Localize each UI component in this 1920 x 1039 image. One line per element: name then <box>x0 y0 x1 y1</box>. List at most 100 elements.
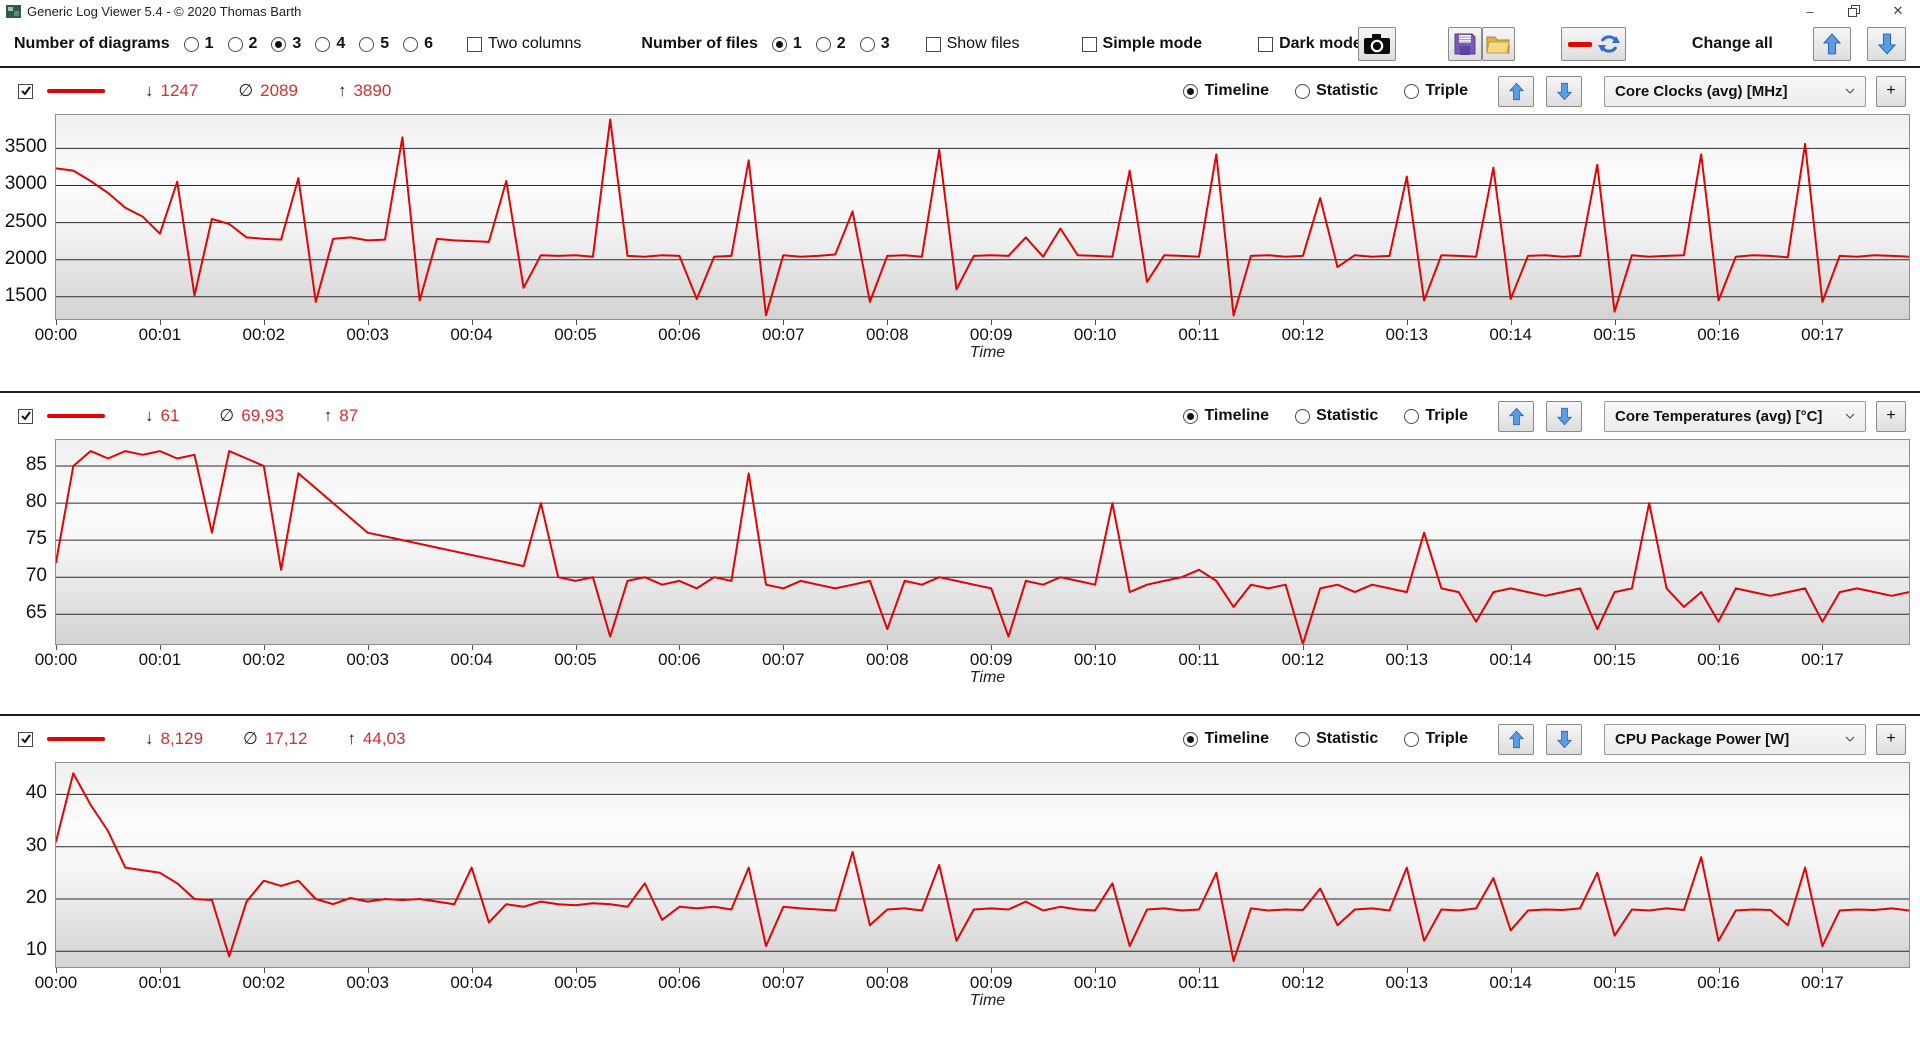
x-tick-mark <box>159 320 161 325</box>
min-arrow-icon: ↓ <box>145 81 154 100</box>
plot-area[interactable] <box>55 114 1910 320</box>
view-radio-triple[interactable]: Triple <box>1404 407 1468 425</box>
x-tick-mark <box>1510 968 1512 973</box>
x-tick-label: 00:09 <box>969 973 1013 992</box>
diagrams-radio-5[interactable]: 5 <box>359 35 389 53</box>
chevron-down-icon <box>1845 413 1855 419</box>
view-radio-triple[interactable]: Triple <box>1404 82 1468 100</box>
dark-mode-checkbox[interactable]: Dark mode <box>1258 35 1362 53</box>
x-tick-mark <box>367 968 369 973</box>
y-axis-labels: 65 70 75 80 85 <box>0 439 55 645</box>
move-down-button[interactable] <box>1546 400 1582 432</box>
files-radio-1[interactable]: 1 <box>771 35 802 53</box>
x-tick-mark <box>471 645 473 650</box>
x-tick-label: 00:09 <box>969 325 1013 344</box>
x-tick-mark <box>56 968 57 973</box>
move-up-button[interactable] <box>1498 723 1534 755</box>
x-tick-label: 00:14 <box>1489 650 1532 669</box>
series-visible-checkbox[interactable] <box>18 731 33 747</box>
x-tick-label: 00:08 <box>866 973 909 992</box>
diagrams-radio-6[interactable]: 6 <box>403 35 433 53</box>
plot-area[interactable] <box>55 439 1910 645</box>
x-tick-mark <box>1614 645 1616 650</box>
x-tick-label: 00:15 <box>1593 973 1636 992</box>
metric-select[interactable]: Core Temperatures (avg) [°C] <box>1604 400 1866 432</box>
open-folder-button[interactable] <box>1481 27 1516 61</box>
change-all-up-button[interactable] <box>1812 27 1852 61</box>
close-button[interactable]: ✕ <box>1892 3 1904 18</box>
x-tick-label: 00:08 <box>866 650 909 669</box>
diagrams-radio-1[interactable]: 1 <box>183 35 214 53</box>
x-tick-label: 00:00 <box>34 325 78 344</box>
x-tick-mark <box>1199 968 1200 973</box>
add-series-button[interactable]: + <box>1876 723 1906 755</box>
minimize-button[interactable]: – <box>1806 3 1814 19</box>
x-tick-mark <box>575 968 577 973</box>
view-radio-statistic[interactable]: Statistic <box>1295 82 1378 100</box>
x-tick-mark <box>991 320 993 325</box>
series-visible-checkbox[interactable] <box>18 408 33 424</box>
metric-select[interactable]: CPU Package Power [W] <box>1604 723 1866 755</box>
x-axis-labels: 00:00 00:01 00:02 00:03 00:04 00:05 00:06 00:07… <box>0 645 1920 669</box>
metric-select[interactable]: Core Clocks (avg) [MHz] <box>1604 75 1866 107</box>
files-radio-3[interactable]: 3 <box>859 35 890 53</box>
view-radio-triple[interactable]: Triple <box>1404 730 1468 748</box>
avg-symbol-icon: ∅ <box>243 729 258 748</box>
save-button[interactable] <box>1448 27 1482 61</box>
plot-area[interactable] <box>55 762 1910 968</box>
x-tick-mark <box>263 645 265 650</box>
change-all-down-button[interactable] <box>1867 27 1907 61</box>
x-tick-mark <box>1199 320 1200 325</box>
x-tick-mark <box>1718 320 1720 325</box>
diagram-panel-core-clocks: ↓ 1247 ∅ 2089 ↑ 3890 Timeline Statistic Tri… <box>0 68 1920 391</box>
view-radio-timeline[interactable]: Timeline <box>1183 82 1269 100</box>
x-tick-label: 00:17 <box>1801 325 1844 344</box>
arrow-down-icon <box>1556 730 1572 748</box>
move-down-button[interactable] <box>1546 723 1582 755</box>
view-radio-timeline[interactable]: Timeline <box>1183 407 1269 425</box>
x-tick-label: 00:10 <box>1073 973 1117 992</box>
view-radio-timeline[interactable]: Timeline <box>1183 730 1269 748</box>
panel-header: ↓ 1247 ∅ 2089 ↑ 3890 Timeline Statistic Tri… <box>0 68 1920 114</box>
chart-area: 1500 2000 2500 3000 3500 <box>0 114 1920 320</box>
x-tick-mark <box>679 968 681 973</box>
x-tick-label: 00:17 <box>1801 973 1844 992</box>
move-down-button[interactable] <box>1546 75 1582 107</box>
x-tick-label: 00:03 <box>346 325 389 344</box>
avg-stat: ∅ 2089 <box>238 81 298 100</box>
move-up-button[interactable] <box>1498 75 1534 107</box>
series-color-swatch <box>47 737 105 741</box>
restore-button[interactable] <box>1832 0 1876 22</box>
series-visible-checkbox[interactable] <box>18 83 33 99</box>
line-style-swatch <box>1567 41 1592 47</box>
view-radio-statistic[interactable]: Statistic <box>1295 730 1378 748</box>
x-tick-label: 00:02 <box>242 325 286 344</box>
x-tick-mark <box>1406 645 1408 650</box>
simple-mode-checkbox[interactable]: Simple mode <box>1081 35 1202 53</box>
save-icon <box>1454 33 1476 55</box>
diagrams-radio-3[interactable]: 3 <box>271 35 301 53</box>
add-series-button[interactable]: + <box>1876 75 1906 107</box>
screenshot-button[interactable] <box>1357 27 1397 61</box>
files-radio-2[interactable]: 2 <box>815 35 846 53</box>
diagrams-radio-4[interactable]: 4 <box>315 35 345 53</box>
toolbar: Number of diagrams 1 2 3 4 5 6 Two colum… <box>0 22 1920 68</box>
x-tick-label: 00:03 <box>346 973 389 992</box>
line-style-refresh-button[interactable] <box>1561 27 1626 61</box>
view-radio-statistic[interactable]: Statistic <box>1295 407 1378 425</box>
diagrams-radio-2[interactable]: 2 <box>227 35 257 53</box>
show-files-checkbox[interactable]: Show files <box>925 35 1020 53</box>
x-tick-mark <box>1822 968 1824 973</box>
y-tick-label: 85 <box>25 453 47 475</box>
x-tick-label: 00:11 <box>1178 973 1220 992</box>
add-series-button[interactable]: + <box>1876 400 1906 432</box>
x-tick-mark <box>159 968 161 973</box>
x-tick-mark <box>1718 645 1720 650</box>
move-up-button[interactable] <box>1498 400 1534 432</box>
min-stat: ↓ 1247 <box>145 81 199 100</box>
x-tick-label: 00:12 <box>1281 973 1325 992</box>
y-tick-label: 40 <box>25 782 47 804</box>
x-tick-label: 00:07 <box>762 650 805 669</box>
two-columns-checkbox[interactable]: Two columns <box>467 35 581 53</box>
check-icon <box>20 86 31 96</box>
